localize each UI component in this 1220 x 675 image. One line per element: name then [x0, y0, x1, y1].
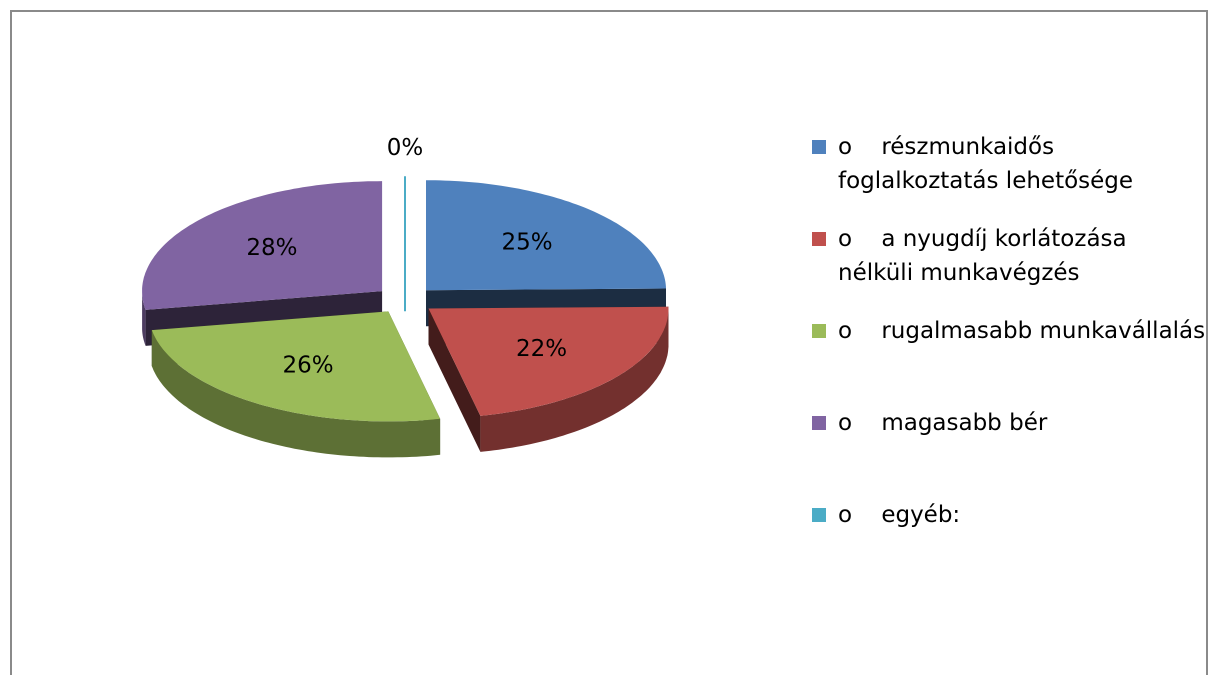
- legend-swatch: [812, 232, 826, 246]
- legend: o részmunkaidős foglalkoztatás lehetőség…: [812, 130, 1208, 590]
- legend-swatch: [812, 508, 826, 522]
- legend-swatch: [812, 324, 826, 338]
- data-label: 0%: [387, 135, 424, 161]
- legend-label: o részmunkaidős foglalkoztatás lehetőség…: [838, 134, 1134, 194]
- legend-label: o magasabb bér: [838, 410, 1048, 436]
- slice-side: [151, 330, 441, 458]
- legend-label: o egyéb:: [838, 502, 961, 528]
- slice-side: [142, 291, 146, 346]
- slice-side: [480, 308, 669, 452]
- chart-frame: [10, 10, 1208, 675]
- legend-item: o egyéb:: [812, 498, 1208, 590]
- data-label: 25%: [502, 230, 553, 256]
- pie-slice: [428, 306, 669, 452]
- legend-item: o magasabb bér: [812, 406, 1208, 498]
- slice-edge: [428, 308, 481, 452]
- legend-item: o a nyugdíj korlátozása nélküli munkavég…: [812, 222, 1208, 314]
- legend-swatch: [812, 416, 826, 430]
- legend-item: o részmunkaidős foglalkoztatás lehetőség…: [812, 130, 1208, 222]
- slice-top: [426, 180, 666, 291]
- legend-item: o rugalmasabb munkavállalás: [812, 314, 1208, 406]
- legend-label: o a nyugdíj korlátozása nélküli munkavég…: [838, 226, 1134, 286]
- slice-top: [151, 311, 441, 422]
- slice-top: [428, 306, 669, 416]
- data-label: 26%: [282, 353, 333, 379]
- pie-slice: [151, 311, 441, 458]
- data-label: 22%: [516, 336, 567, 362]
- legend-label: o rugalmasabb munkavállalás: [838, 318, 1206, 344]
- slice-top: [142, 181, 383, 310]
- legend-swatch: [812, 140, 826, 154]
- data-label: 28%: [246, 235, 297, 261]
